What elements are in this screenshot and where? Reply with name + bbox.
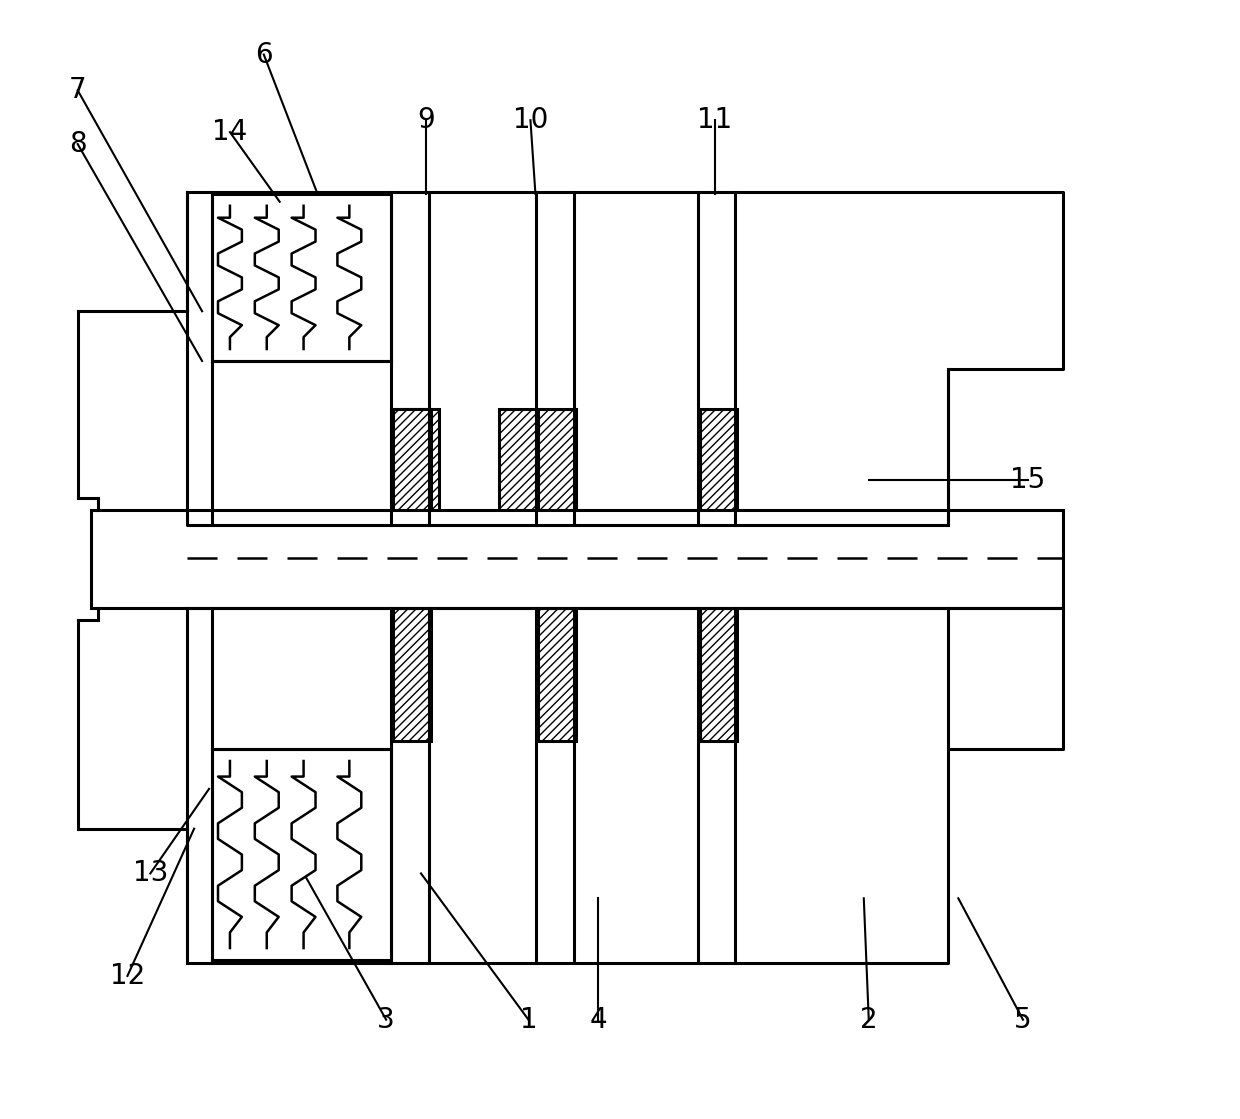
Text: 10: 10 (513, 106, 548, 134)
Bar (429, 608, 537, 963)
Text: 9: 9 (417, 106, 435, 134)
Text: 1: 1 (520, 1006, 537, 1034)
Text: 8: 8 (69, 130, 87, 158)
Bar (212, 194, 391, 361)
Bar (393, 608, 432, 741)
Bar (212, 361, 391, 525)
Text: 15: 15 (1011, 467, 1045, 495)
Bar (735, 191, 1063, 525)
Text: 11: 11 (697, 106, 732, 134)
Text: 5: 5 (1014, 1006, 1032, 1034)
Text: 2: 2 (861, 1006, 878, 1034)
Bar (187, 191, 212, 525)
Bar (498, 408, 537, 525)
Bar (212, 608, 391, 749)
Text: 14: 14 (212, 119, 248, 147)
Bar (393, 408, 432, 525)
Bar (574, 191, 698, 525)
Bar (538, 608, 577, 741)
Bar (538, 408, 577, 525)
Text: 6: 6 (255, 40, 273, 68)
Bar (212, 749, 391, 960)
Bar (391, 408, 439, 525)
Bar (91, 510, 1063, 608)
Bar (699, 608, 738, 741)
Bar (735, 608, 1063, 963)
Text: 7: 7 (69, 76, 87, 104)
Bar (429, 191, 537, 525)
Text: 12: 12 (110, 962, 145, 990)
Bar (574, 608, 698, 963)
Text: 13: 13 (133, 859, 169, 887)
Text: 4: 4 (589, 1006, 606, 1034)
Bar (187, 608, 212, 963)
Text: 3: 3 (377, 1006, 396, 1034)
Bar (699, 408, 738, 525)
